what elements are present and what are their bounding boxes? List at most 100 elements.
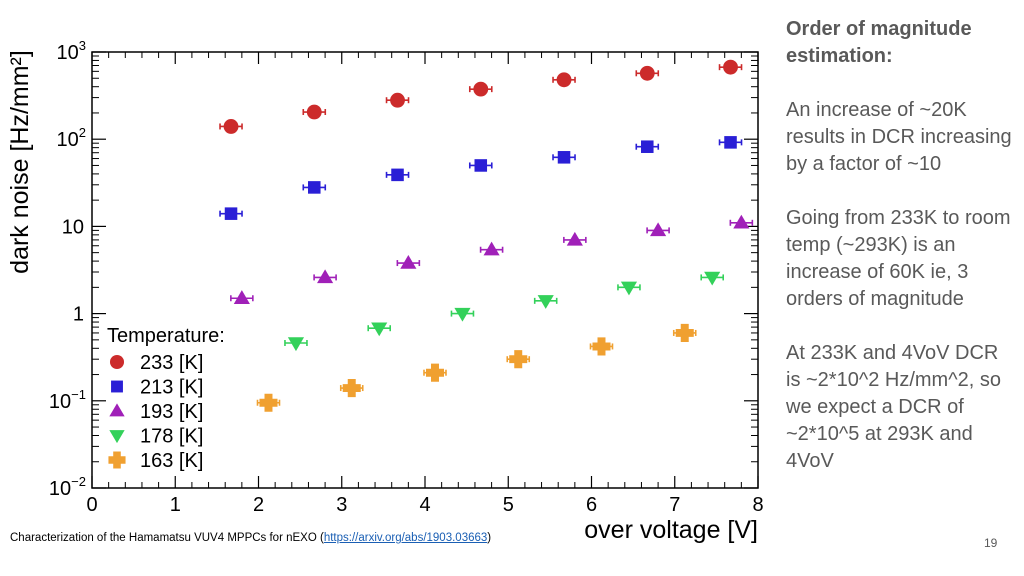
data-point xyxy=(339,379,364,398)
legend-entry-label: 178 [K] xyxy=(140,426,203,448)
side-panel-heading: Order of magnitude estimation: xyxy=(786,18,972,67)
marker-square xyxy=(641,140,654,153)
data-point xyxy=(284,337,308,352)
marker-triangle-up xyxy=(483,241,500,256)
y-tick-label: 1 xyxy=(73,304,84,326)
marker-triangle-up xyxy=(233,290,250,304)
data-point xyxy=(563,231,587,246)
marker-triangle-up xyxy=(566,231,583,246)
legend: Temperature: 233 [K] 213 [K]193 [K] 178 [K… xyxy=(107,325,225,472)
marker-triangle-down xyxy=(287,337,305,352)
x-tick-label: 6 xyxy=(586,494,597,516)
data-points xyxy=(219,59,754,412)
marker-circle xyxy=(639,65,655,81)
marker-cross xyxy=(259,393,278,412)
source-caption: Characterization of the Hamamatsu VUV4 M… xyxy=(10,532,491,544)
data-point xyxy=(552,151,576,164)
y-tick-label: 10−2 xyxy=(49,474,86,500)
x-axis-label: over voltage [V] xyxy=(584,516,758,544)
data-point xyxy=(450,307,475,322)
marker-cross xyxy=(342,379,361,398)
marker-triangle-down xyxy=(454,307,471,322)
data-point xyxy=(468,159,493,172)
data-point xyxy=(635,140,660,153)
marker-circle xyxy=(723,59,738,75)
marker-square xyxy=(557,151,571,164)
side-panel-paragraph: Going from 233K to room temp (~293K) is … xyxy=(786,207,1011,310)
marker-circle xyxy=(306,104,322,120)
x-tick-label: 7 xyxy=(669,494,680,516)
data-point xyxy=(729,214,754,229)
data-point xyxy=(219,119,243,134)
marker-square xyxy=(308,181,321,194)
x-tick-label: 3 xyxy=(336,494,347,516)
marker-square xyxy=(474,159,488,172)
marker-cross xyxy=(425,363,445,382)
marker-triangle-down xyxy=(704,271,721,286)
marker-triangle-up xyxy=(109,403,125,417)
marker-square xyxy=(391,168,404,182)
slide-number: 19 xyxy=(984,536,998,550)
data-point xyxy=(230,290,254,304)
y-tick-label: 10−1 xyxy=(49,387,86,413)
arxiv-link[interactable]: https://arxiv.org/abs/1903.03663 xyxy=(323,532,488,544)
marker-triangle-down xyxy=(109,430,125,444)
data-point xyxy=(589,337,614,356)
marker-cross xyxy=(108,451,126,469)
marker-circle xyxy=(556,72,572,88)
x-tick-label: 2 xyxy=(253,494,264,516)
x-tick-label: 8 xyxy=(752,494,763,516)
marker-square xyxy=(224,207,238,220)
marker-triangle-up xyxy=(650,222,667,237)
y-tick-label: 103 xyxy=(57,38,86,64)
data-point xyxy=(385,92,410,108)
x-tick-label: 0 xyxy=(86,494,97,516)
data-point xyxy=(468,81,493,97)
marker-square xyxy=(111,380,123,393)
x-tick-label: 4 xyxy=(419,494,430,516)
marker-circle xyxy=(473,81,489,97)
legend-entry-label: 233 [K] xyxy=(140,352,203,374)
side-panel: Order of magnitude estimation: An increa… xyxy=(786,16,1016,502)
data-point xyxy=(646,222,670,237)
marker-triangle-up xyxy=(400,254,417,269)
marker-cross xyxy=(675,323,694,342)
marker-circle xyxy=(109,354,125,370)
data-point xyxy=(423,363,447,382)
data-point xyxy=(533,295,558,309)
data-point xyxy=(302,104,327,120)
marker-circle xyxy=(223,119,239,134)
legend-entry-label: 163 [K] xyxy=(140,450,203,472)
data-point xyxy=(700,271,725,286)
data-point xyxy=(672,323,697,342)
marker-square xyxy=(724,136,737,149)
marker-cross xyxy=(592,337,611,356)
data-point xyxy=(396,254,421,269)
data-point xyxy=(617,281,641,296)
data-point xyxy=(302,181,327,194)
y-axis-label: dark noise [Hz/mm²] xyxy=(6,50,34,274)
x-tick-label: 1 xyxy=(170,494,181,516)
data-point xyxy=(718,136,743,149)
side-panel-paragraph: An increase of ~20K results in DCR incre… xyxy=(786,99,1012,175)
data-point xyxy=(479,241,504,256)
legend-entry-label: 213 [K] xyxy=(140,377,203,399)
legend-entry-label: 193 [K] xyxy=(140,401,203,423)
marker-cross xyxy=(509,350,528,369)
marker-triangle-down xyxy=(620,281,638,296)
marker-triangle-down xyxy=(371,322,388,337)
marker-triangle-up xyxy=(733,214,750,229)
marker-triangle-down xyxy=(537,295,554,309)
y-tick-label: 102 xyxy=(57,125,86,151)
legend-title: Temperature: xyxy=(107,325,225,347)
data-point xyxy=(506,350,531,369)
side-panel-paragraph: At 233K and 4VoV DCR is ~2*10^2 Hz/mm^2,… xyxy=(786,342,1001,472)
y-tick-label: 10 xyxy=(62,216,84,238)
data-point xyxy=(313,269,337,284)
data-point xyxy=(718,59,743,75)
x-tick-label: 5 xyxy=(503,494,514,516)
caption-text-end: ) xyxy=(487,532,492,544)
data-point xyxy=(367,322,392,337)
